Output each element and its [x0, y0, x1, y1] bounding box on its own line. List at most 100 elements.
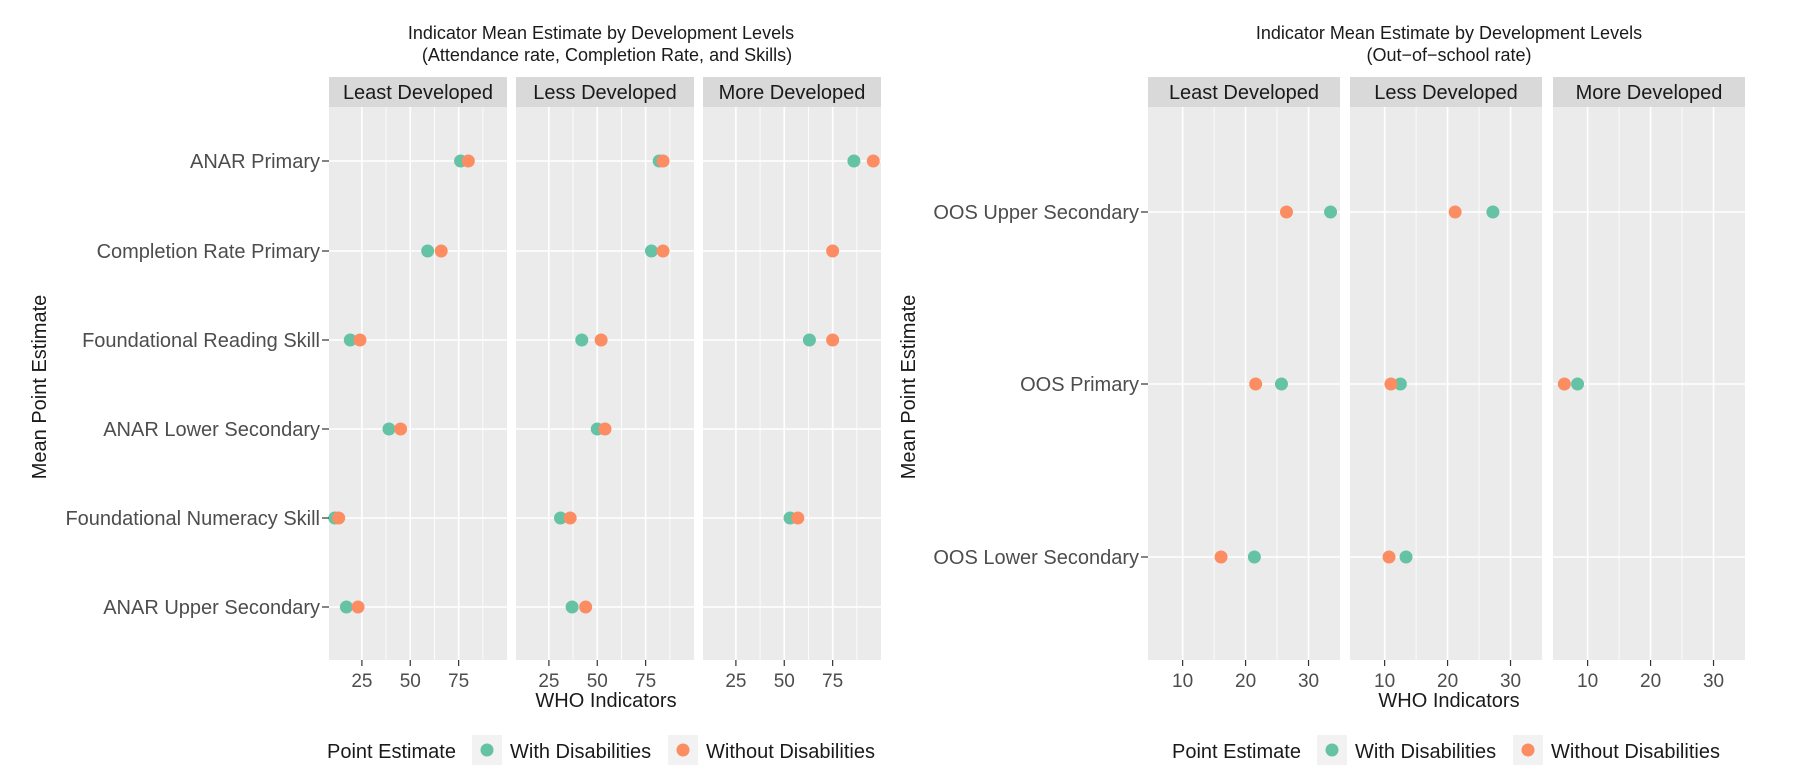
data-point-without — [351, 600, 365, 614]
legend-title: Point Estimate — [327, 741, 456, 763]
data-point-without — [563, 511, 577, 525]
x-tick-labels: 25 50 75 25 50 75 25 50 75 — [351, 660, 843, 692]
data-point-without — [1384, 377, 1398, 391]
data-point-without — [598, 422, 612, 436]
chart-left: Indicator Mean Estimate by Development L… — [29, 23, 881, 765]
y-tick-label: Foundational Numeracy Skill — [65, 508, 320, 530]
y-tick-label: ANAR Upper Secondary — [103, 597, 320, 619]
data-point-with — [554, 511, 567, 525]
data-point-without — [1382, 550, 1396, 564]
legend-label-with: With Disabilities — [510, 741, 651, 763]
x-tick-label: 75 — [822, 671, 843, 692]
legend-label-without: Without Disabilities — [1551, 741, 1720, 763]
data-point-with — [565, 600, 579, 614]
panel-background — [703, 107, 881, 660]
data-point-without — [826, 244, 840, 258]
data-point-with — [382, 422, 396, 436]
data-point-with — [1324, 205, 1338, 219]
facet-strip — [516, 77, 694, 107]
facet-label: More Developed — [1576, 82, 1723, 104]
data-point-with — [1274, 377, 1288, 391]
data-point-without — [332, 511, 346, 525]
legend-key-without — [1521, 743, 1535, 757]
data-point-without — [461, 154, 475, 168]
data-point-with — [847, 154, 861, 168]
legend-key-without — [676, 743, 690, 757]
y-tick-labels: ANAR Primary Completion Rate Primary Found… — [65, 151, 329, 619]
data-point-without — [1557, 377, 1571, 391]
data-point-without — [1448, 205, 1462, 219]
x-tick-label: 25 — [725, 671, 746, 692]
data-point-with — [1399, 550, 1413, 564]
data-point-with — [1393, 377, 1407, 391]
x-tick-label: 75 — [448, 671, 469, 692]
data-point-with — [1571, 377, 1585, 391]
y-tick-label: Foundational Reading Skill — [82, 330, 320, 352]
x-tick-label: 30 — [1298, 671, 1319, 692]
x-tick-label: 30 — [1703, 671, 1724, 692]
facet-strip — [329, 77, 507, 107]
x-tick-label: 20 — [1640, 671, 1661, 692]
facet-strip — [1350, 77, 1542, 107]
y-tick-label: ANAR Lower Secondary — [103, 419, 320, 441]
chart-right: Indicator Mean Estimate by Development L… — [898, 23, 1745, 765]
facet-panel: Least Developed — [1148, 77, 1340, 660]
data-point-without — [791, 511, 805, 525]
y-tick-label: OOS Primary — [1020, 374, 1139, 396]
chart-title: Indicator Mean Estimate by Development L… — [408, 23, 794, 43]
x-axis-label: WHO Indicators — [535, 690, 676, 712]
data-point-with — [343, 333, 357, 347]
x-tick-label: 75 — [635, 671, 656, 692]
data-point-without — [656, 244, 670, 258]
data-point-without — [1249, 377, 1263, 391]
facet-strip — [1553, 77, 1745, 107]
legend-label-with: With Disabilities — [1355, 741, 1496, 763]
data-point-with — [1247, 550, 1261, 564]
y-tick-labels: OOS Upper Secondary OOS Primary OOS Lower … — [933, 202, 1148, 569]
data-point-without — [866, 154, 880, 168]
y-tick-label: OOS Lower Secondary — [933, 547, 1139, 569]
data-point-with — [1486, 205, 1500, 219]
data-point-without — [353, 333, 367, 347]
chart-subtitle: (Attendance rate, Completion Rate, and S… — [422, 45, 792, 65]
panel-background — [516, 107, 694, 660]
x-tick-label: 10 — [1577, 671, 1598, 692]
y-tick-label: Completion Rate Primary — [97, 241, 320, 263]
x-axis-label: WHO Indicators — [1378, 690, 1519, 712]
y-tick-label: ANAR Primary — [190, 151, 320, 173]
x-tick-label: 10 — [1172, 671, 1193, 692]
x-tick-labels: 10 20 30 10 20 30 10 20 30 — [1172, 660, 1724, 692]
data-point-without — [394, 422, 408, 436]
chart-subtitle: (Out−of−school rate) — [1366, 45, 1531, 65]
x-tick-label: 50 — [587, 671, 608, 692]
facet-label: Least Developed — [343, 82, 493, 104]
data-point-with — [802, 333, 816, 347]
y-axis-label: Mean Point Estimate — [898, 295, 920, 480]
data-point-without — [579, 600, 593, 614]
data-point-without — [1214, 550, 1228, 564]
facet-panel: More Developed — [703, 77, 881, 660]
data-point-without — [656, 154, 670, 168]
facet-strip — [703, 77, 881, 107]
facet-label: Less Developed — [533, 82, 676, 104]
facet-panel: Less Developed — [1350, 77, 1542, 660]
data-point-with — [575, 333, 589, 347]
legend-label-without: Without Disabilities — [706, 741, 875, 763]
panel-background — [329, 107, 507, 660]
data-point-without — [1279, 205, 1293, 219]
legend: Point Estimate With Disabilities Without… — [1172, 735, 1720, 765]
data-point-with — [421, 244, 435, 258]
legend-key-with — [480, 743, 494, 757]
panels: Least Developed Less Developed More Develo… — [328, 77, 881, 660]
legend-key-with — [1325, 743, 1339, 757]
facet-panel: Least Developed — [328, 77, 507, 660]
facet-strip — [1148, 77, 1340, 107]
x-tick-label: 20 — [1235, 671, 1256, 692]
facet-label: Less Developed — [1374, 82, 1517, 104]
data-point-with — [644, 244, 658, 258]
y-tick-label: OOS Upper Secondary — [933, 202, 1139, 224]
data-point-without — [594, 333, 608, 347]
facet-label: Least Developed — [1169, 82, 1319, 104]
legend-title: Point Estimate — [1172, 741, 1301, 763]
panels: Least Developed Less Developed More Develo… — [1148, 77, 1745, 660]
